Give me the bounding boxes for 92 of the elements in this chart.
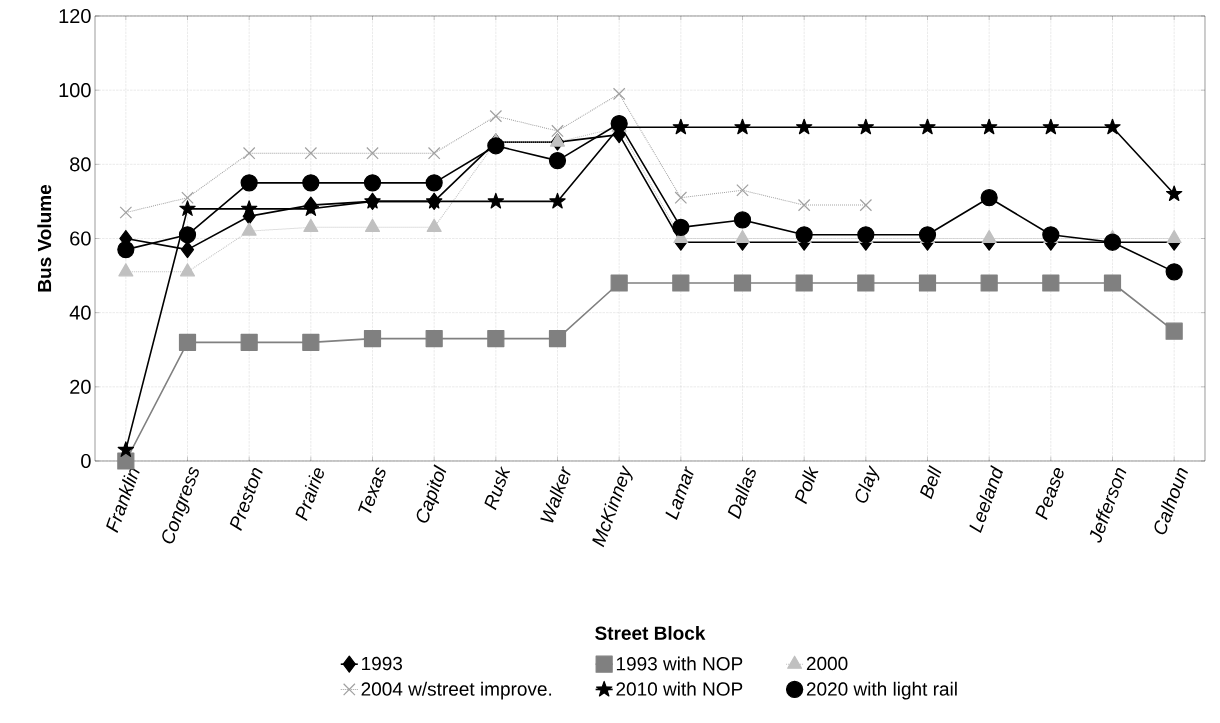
x-tick-label: Bell	[920, 464, 942, 500]
point	[734, 118, 751, 135]
x-tick-label: Polk	[794, 465, 819, 505]
point	[363, 330, 382, 348]
point	[240, 333, 258, 351]
point	[425, 174, 443, 192]
point	[1042, 274, 1060, 292]
y-axis-title: Bus Volume	[37, 184, 52, 292]
point	[736, 184, 749, 197]
point	[1166, 229, 1182, 244]
point	[672, 274, 690, 292]
point	[980, 189, 998, 207]
point	[302, 333, 320, 351]
x-tick-label: Dallas	[727, 467, 756, 520]
point	[242, 146, 256, 160]
point	[672, 218, 690, 236]
point	[980, 118, 998, 135]
point	[179, 263, 196, 277]
point	[1042, 118, 1060, 135]
point	[918, 274, 937, 292]
x-tick-label: Walker	[540, 466, 571, 523]
point	[548, 152, 567, 170]
y-tick-label: 120	[59, 8, 91, 24]
point	[610, 114, 628, 133]
x-tick-label: Lamar	[665, 465, 694, 520]
point	[179, 200, 196, 216]
point	[1165, 185, 1183, 202]
point	[1103, 274, 1122, 292]
point	[857, 274, 875, 292]
x-tick-label: Capitol	[416, 464, 447, 523]
point	[117, 441, 135, 457]
point	[240, 200, 258, 216]
point	[612, 87, 626, 101]
y-tick-label: 20	[70, 379, 91, 394]
point	[178, 333, 197, 351]
point	[795, 274, 813, 292]
point	[549, 133, 566, 147]
point	[487, 137, 505, 155]
point	[610, 274, 628, 292]
y-tick-label: 40	[69, 305, 91, 320]
point	[427, 146, 441, 160]
point	[366, 146, 379, 160]
point	[551, 124, 564, 138]
point	[181, 191, 194, 204]
point	[733, 274, 752, 292]
point	[117, 241, 135, 259]
point	[919, 118, 936, 135]
point	[304, 146, 318, 160]
legend-label: 1993 with NOP	[616, 656, 743, 671]
point	[548, 330, 567, 348]
point	[487, 330, 505, 348]
point	[1165, 263, 1183, 281]
x-axis-title: Street Block	[595, 625, 706, 640]
point	[672, 118, 690, 135]
point	[117, 452, 135, 470]
x-tick-label: Rusk	[484, 465, 511, 511]
point	[489, 109, 503, 123]
point	[674, 191, 688, 204]
point	[734, 229, 751, 244]
point	[1165, 322, 1183, 340]
point	[981, 229, 997, 244]
x-tick-label: Pease	[1035, 468, 1064, 521]
point	[859, 198, 873, 212]
point	[363, 174, 382, 192]
point	[487, 192, 505, 209]
x-tick-label: Prairie	[295, 468, 324, 522]
point	[118, 263, 134, 277]
y-tick-label: 0	[81, 453, 91, 469]
point	[178, 226, 197, 244]
point	[733, 211, 752, 229]
legend-label: 2000	[806, 656, 848, 671]
point	[119, 206, 133, 219]
point	[241, 222, 257, 236]
point	[240, 174, 258, 192]
point	[302, 174, 320, 192]
x-tick-label: Clay	[855, 465, 880, 503]
point	[795, 118, 813, 135]
point	[425, 330, 443, 348]
x-tick-label: Texas	[358, 467, 386, 514]
point	[797, 198, 811, 212]
legend-label: 1993	[362, 656, 403, 671]
y-tick-label: 80	[70, 157, 91, 172]
legend-label: 2010 with NOP	[616, 681, 743, 696]
point	[180, 241, 195, 259]
y-tick-label: 60	[70, 231, 91, 246]
legend-label: 2004 w/street improve.	[361, 681, 552, 700]
point	[1104, 118, 1121, 135]
point	[549, 192, 566, 209]
legend-label: 2020 with light rail	[806, 681, 957, 700]
point	[980, 274, 998, 292]
y-tick-label: 100	[59, 83, 91, 98]
point	[857, 118, 875, 135]
